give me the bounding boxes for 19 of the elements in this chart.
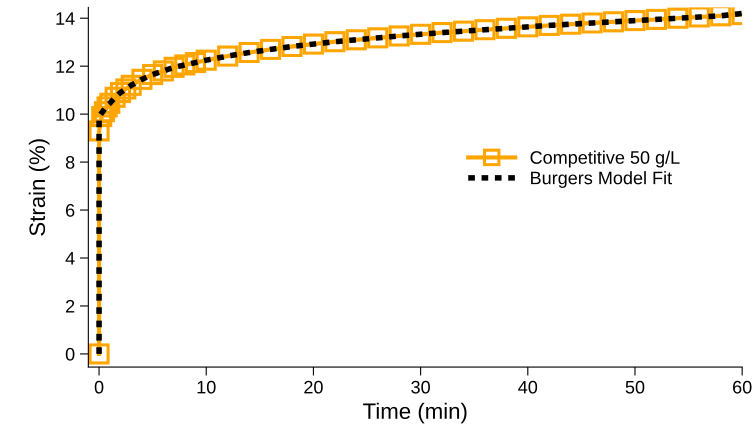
x-tick-label: 60	[733, 380, 752, 394]
x-tick-label: 0	[94, 380, 104, 394]
y-tick-label: 8	[66, 156, 74, 169]
y-tick-label: 10	[56, 108, 74, 121]
y-tick-label: 6	[66, 204, 74, 217]
y-tick-label: 14	[56, 12, 75, 25]
x-tick-label: 20	[304, 380, 323, 394]
y-tick-label: 12	[56, 60, 74, 73]
x-tick-label: 40	[518, 380, 538, 394]
x-tick-label: 50	[626, 380, 644, 394]
x-axis-title: Time (min)	[363, 402, 467, 424]
y-tick-label: 2	[66, 300, 74, 313]
legend-label: Burgers Model Fit	[531, 171, 672, 188]
x-tick-label: 30	[411, 380, 430, 394]
legend-label: Competitive 50 g/L	[530, 150, 680, 168]
y-tick-label: 0	[66, 348, 74, 361]
y-axis-title: Strain (%)	[28, 139, 50, 236]
x-tick-label: 10	[198, 380, 216, 394]
y-tick-label: 4	[66, 252, 75, 265]
